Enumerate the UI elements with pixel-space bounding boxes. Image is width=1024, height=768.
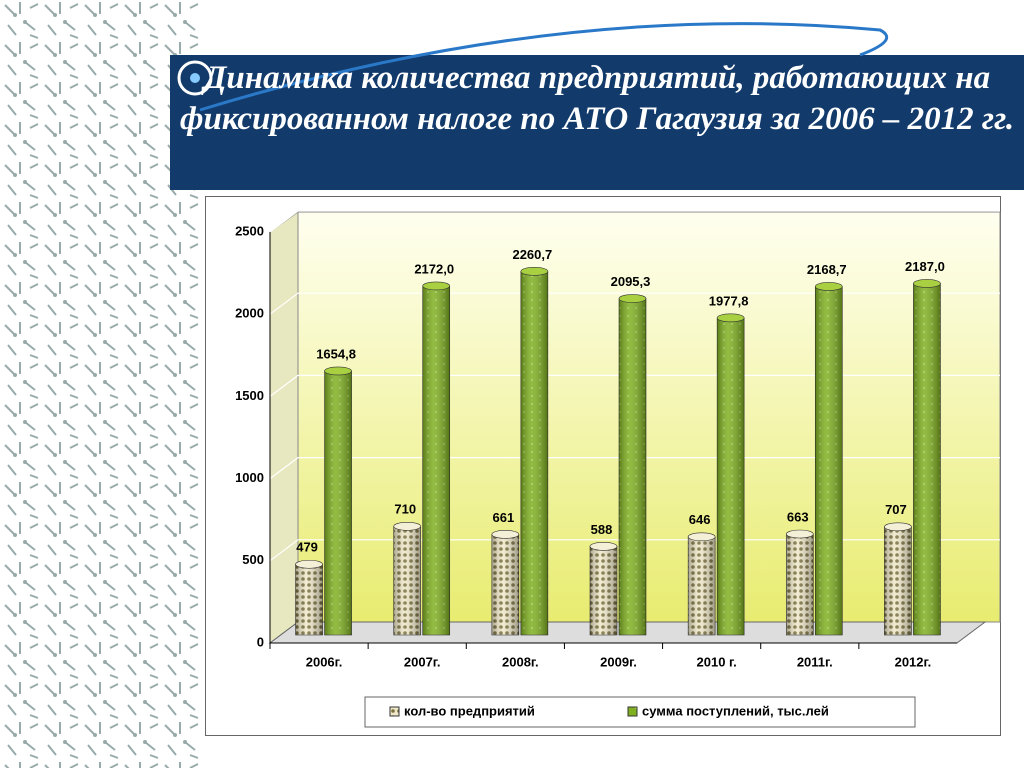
data-label: 2172,0 (414, 261, 454, 276)
data-label: 710 (394, 502, 416, 517)
bar-shade (520, 271, 548, 635)
data-label: 588 (591, 522, 613, 537)
bar-top (884, 522, 912, 532)
bar-top (491, 530, 520, 539)
x-tick-label: 2007г. (404, 654, 441, 669)
bar-top (913, 279, 941, 288)
data-label: 707 (885, 502, 907, 517)
legend-label: сумма поступлений, тыс.лей (642, 703, 829, 718)
x-tick-label: 2006г. (306, 654, 343, 669)
bar-top (295, 559, 323, 569)
legend-box (364, 696, 916, 728)
y-tick-label: 500 (242, 552, 264, 567)
bar-shade (393, 526, 421, 635)
bar-top (393, 521, 422, 531)
bar-top (589, 542, 618, 551)
legend-swatch (389, 706, 400, 717)
decor-strip (0, 0, 200, 768)
y-tick-label: 2000 (235, 306, 264, 321)
data-label: 646 (689, 512, 711, 527)
data-label: 2095,3 (611, 274, 651, 289)
grid-line (269, 374, 1000, 397)
bar-shade (815, 286, 843, 635)
y-tick-label: 0 (257, 634, 264, 649)
y-tick-label: 2500 (235, 223, 264, 238)
bar-top (785, 529, 814, 539)
bar-top (520, 267, 549, 276)
x-tick-label: 2012г. (895, 654, 932, 669)
data-label: 2168,7 (807, 262, 847, 277)
bar-top (618, 294, 647, 303)
bar-shade (590, 546, 617, 635)
data-label: 1977,8 (709, 293, 749, 308)
legend-label: кол-во предприятий (404, 703, 535, 718)
data-label: 2187,0 (905, 259, 945, 274)
bar-shade (717, 317, 745, 635)
bar-shade (491, 534, 519, 635)
bar-shade (688, 536, 716, 635)
chart-title: Динамика количества предприятий, работаю… (179, 60, 1015, 137)
bar-shade (295, 564, 323, 635)
grid-line (269, 292, 1000, 315)
bar-shade (913, 283, 941, 635)
bar-shade (619, 298, 646, 635)
grid-line (269, 539, 1000, 562)
x-tick-label: 2011г. (797, 654, 833, 669)
decor-arc (177, 22, 889, 112)
bar-shade (324, 370, 352, 635)
data-label: 661 (493, 510, 515, 525)
y-tick-label: 1000 (235, 470, 264, 485)
grid-line (269, 457, 1000, 480)
bar-top (814, 282, 843, 291)
legend-swatch (627, 706, 638, 717)
bar-shade (786, 534, 814, 635)
bar-top (422, 281, 451, 291)
data-label: 479 (296, 540, 318, 555)
grid-line (269, 210, 1000, 233)
data-label: 663 (787, 509, 809, 524)
bar-top (687, 532, 716, 542)
x-tick-label: 2008г. (502, 654, 539, 669)
y-tick-label: 1500 (235, 388, 264, 403)
bar-shade (422, 285, 450, 635)
bar-top (324, 366, 352, 376)
bar-shade (884, 526, 912, 635)
x-tick-label: 2010 г. (697, 654, 737, 669)
data-label: 1654,8 (316, 346, 356, 361)
data-label: 2260,7 (512, 247, 552, 262)
x-tick-label: 2009г. (600, 654, 637, 669)
bar-top (716, 313, 745, 323)
side-wall (269, 211, 299, 644)
